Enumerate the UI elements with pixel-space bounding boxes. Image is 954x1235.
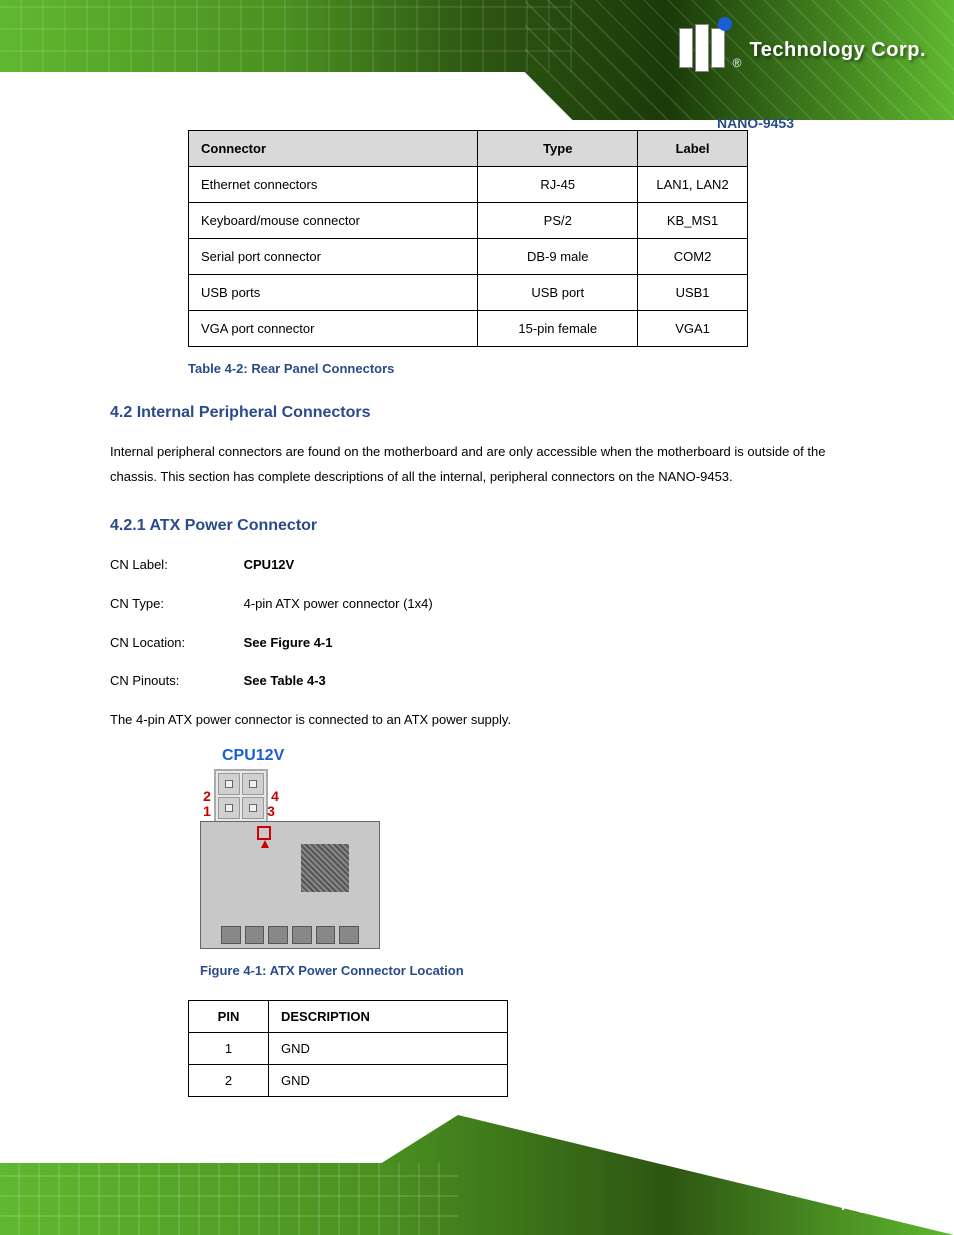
table-row: Serial port connector DB-9 male COM2 [189,239,748,275]
cn-pinouts-value: See Table 4-3 [244,673,326,688]
cn-label-value: CPU12V [244,557,295,572]
highlight-box [257,826,271,840]
table-cell: PS/2 [478,203,638,239]
pin-number: 4 [268,788,282,804]
pin-grid-icon [214,769,268,823]
table-cell: VGA port connector [189,311,478,347]
cn-label-key: CN Label: [110,553,240,578]
table-cell: Serial port connector [189,239,478,275]
connectors-table: Connector Type Label Ethernet connectors… [188,130,748,347]
table-cell: Keyboard/mouse connector [189,203,478,239]
table-cell: Ethernet connectors [189,167,478,203]
subsection-heading: 4.2.1 ATX Power Connector [110,517,840,535]
table-cell: USB ports [189,275,478,311]
table-cell: LAN1, LAN2 [638,167,748,203]
footer-banner [0,1115,954,1235]
cn-pinouts-key: CN Pinouts: [110,669,240,694]
registered-symbol: ® [733,56,742,70]
figure-container: CPU12V 2 4 1 3 [200,747,840,978]
table-cell: USB1 [638,275,748,311]
circuit-pattern [0,0,572,72]
connector-description: The 4-pin ATX power connector is connect… [110,708,840,733]
table-header: DESCRIPTION [269,1000,508,1032]
table-cell: KB_MS1 [638,203,748,239]
cn-location-value: See Figure 4-1 [244,635,333,650]
pin-number: 2 [200,788,214,804]
logo-container: ® Technology Corp. [679,28,926,72]
table-header: Connector [189,131,478,167]
table-cell: VGA1 [638,311,748,347]
cn-location-key: CN Location: [110,631,240,656]
table-row: USB ports USB port USB1 [189,275,748,311]
figure-caption: Figure 4-1: ATX Power Connector Location [200,963,840,978]
page-number: Page 51 [841,1197,894,1213]
table-cell: 15-pin female [478,311,638,347]
table-header: Label [638,131,748,167]
table-cell: GND [269,1032,508,1064]
table-cell: DB-9 male [478,239,638,275]
table-row: Keyboard/mouse connector PS/2 KB_MS1 [189,203,748,239]
table-row: 2 GND [189,1064,508,1096]
connector-label: CPU12V [222,747,840,765]
chip-icon [301,844,349,892]
table-cell: 1 [189,1032,269,1064]
table-row: 1 GND [189,1032,508,1064]
table-header: PIN [189,1000,269,1032]
table-caption: Table 4-2: Rear Panel Connectors [188,361,840,376]
pin-number: 1 [200,803,214,819]
table-row: Ethernet connectors RJ-45 LAN1, LAN2 [189,167,748,203]
table-cell: COM2 [638,239,748,275]
document-title: NANO-9453 [717,115,794,131]
cn-type-value: 4-pin ATX power connector (1x4) [244,596,433,611]
section-heading: 4.2 Internal Peripheral Connectors [110,404,840,422]
table-cell: RJ-45 [478,167,638,203]
arrow-icon [261,840,269,848]
circuit-pattern [0,1163,458,1235]
pin-number: 3 [264,803,278,819]
cn-pinouts-row: CN Pinouts: See Table 4-3 [110,669,840,694]
table-cell: USB port [478,275,638,311]
cn-location-row: CN Location: See Figure 4-1 [110,631,840,656]
table-cell: 2 [189,1064,269,1096]
cn-type-row: CN Type: 4-pin ATX power connector (1x4) [110,592,840,617]
board-diagram [200,821,380,949]
cn-type-key: CN Type: [110,592,240,617]
cn-label-row: CN Label: CPU12V [110,553,840,578]
logo-text: Technology Corp. [749,39,926,62]
table-header: Type [478,131,638,167]
ports-row [221,926,359,944]
table-row: VGA port connector 15-pin female VGA1 [189,311,748,347]
page-content: Connector Type Label Ethernet connectors… [110,130,840,1097]
logo-icon [679,28,725,72]
table-cell: GND [269,1064,508,1096]
pinout-table: PIN DESCRIPTION 1 GND 2 GND [188,1000,508,1097]
section-paragraph: Internal peripheral connectors are found… [110,440,840,489]
